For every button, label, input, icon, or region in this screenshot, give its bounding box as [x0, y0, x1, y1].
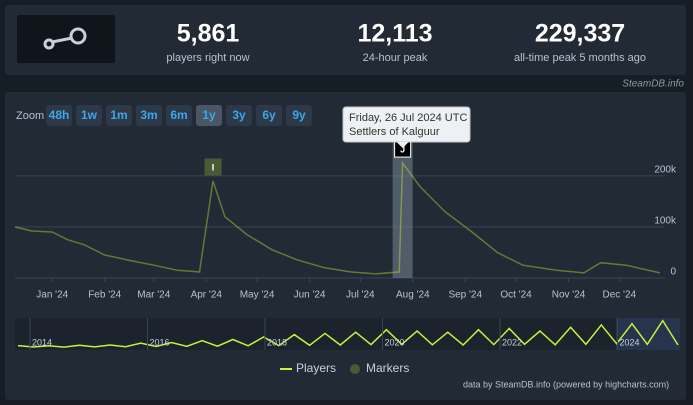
stat-label: 24-hour peak [363, 52, 428, 64]
navigator-label: 2018 [267, 337, 287, 347]
navigator-label: 2022 [502, 337, 522, 347]
x-tick-label: Nov '24 [552, 290, 586, 301]
stat-value: 5,861 [177, 20, 240, 48]
zoom-button[interactable] [76, 105, 102, 126]
y-tick-label: 200k [654, 164, 677, 175]
steam-logo [43, 27, 87, 50]
navigator-label: 2016 [149, 337, 169, 347]
credits: data by SteamDB.info (powered by highcha… [463, 379, 669, 389]
x-tick-label: Apr '24 [191, 290, 223, 301]
zoom-button[interactable] [136, 105, 162, 126]
x-tick-label: Sep '24 [448, 290, 482, 301]
x-tick-label: May '24 [240, 290, 275, 301]
tooltip-date: Friday, 26 Jul 2024 UTC [349, 112, 467, 124]
x-tick-label: Dec '24 [603, 290, 637, 301]
navigator-label: 2020 [384, 337, 404, 347]
stat-value: 12,113 [357, 20, 432, 48]
zoom-label: Zoom [16, 110, 44, 122]
zoom-button[interactable] [256, 105, 282, 126]
tooltip-text: Settlers of Kalguur [349, 126, 440, 138]
zoom-button-label[interactable]: 3y [232, 108, 246, 122]
x-tick-label: Jul '24 [346, 290, 375, 301]
players-line [14, 160, 661, 275]
stat-value: 229,337 [535, 20, 625, 48]
stats-panel [5, 5, 686, 75]
source: SteamDB.info [622, 79, 684, 90]
zoom-button[interactable] [106, 105, 132, 126]
zoom-button-label[interactable]: 9y [292, 108, 306, 122]
zoom-button[interactable] [286, 105, 312, 126]
legend-marker[interactable] [350, 364, 360, 374]
x-tick-label: Jan '24 [36, 290, 68, 301]
zoom-button-label[interactable]: 1y [202, 108, 216, 122]
x-tick-label: Jun '24 [294, 290, 326, 301]
navigator-line [17, 319, 679, 348]
zoom-button[interactable] [166, 105, 192, 126]
legend-label[interactable]: Markers [366, 361, 409, 375]
zoom-button-label[interactable]: 48h [49, 108, 70, 122]
x-tick-label: Feb '24 [88, 290, 121, 301]
zoom-button-label[interactable]: 1m [110, 108, 127, 122]
y-tick-label: 0 [670, 267, 676, 278]
zoom-button[interactable] [226, 105, 252, 126]
marker[interactable] [204, 158, 222, 176]
navigator-label: 2024 [619, 337, 639, 347]
stat-label: players right now [166, 52, 249, 64]
legend-label[interactable]: Players [296, 361, 336, 375]
zoom-button-label[interactable]: 6m [170, 108, 187, 122]
y-tick-label: 100k [654, 216, 677, 227]
x-tick-label: Oct '24 [500, 290, 532, 301]
zoom-button[interactable] [46, 105, 72, 126]
x-tick-label: Aug '24 [396, 290, 430, 301]
tooltip-arrow [396, 142, 409, 148]
stat-label: all-time peak 5 months ago [514, 52, 646, 64]
zoom-button-label[interactable]: 6y [262, 108, 276, 122]
marker-band [392, 135, 413, 278]
marker-label: J [400, 144, 405, 154]
x-tick-label: Mar '24 [137, 290, 170, 301]
marker-label: I [212, 162, 215, 172]
navigator-label: 2014 [32, 337, 52, 347]
navigator-window[interactable] [616, 318, 680, 350]
zoom-button-label[interactable]: 1w [81, 108, 98, 122]
zoom-button[interactable] [196, 105, 222, 126]
navigator [15, 318, 680, 350]
zoom-button-label[interactable]: 3m [140, 108, 157, 122]
